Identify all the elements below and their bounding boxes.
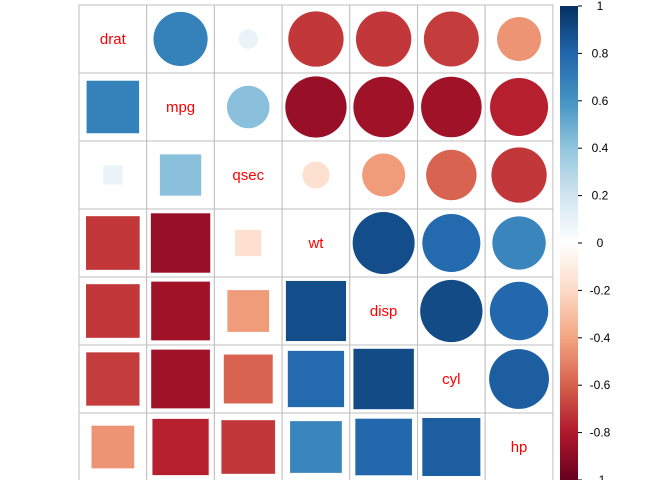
- legend-tick-label: 0.6: [592, 94, 609, 108]
- square-cyl-wt: [287, 350, 345, 408]
- diagonal-label-cyl: cyl: [442, 371, 460, 388]
- circle-mpg-cyl: [421, 76, 482, 138]
- square-mpg-drat: [86, 80, 140, 134]
- diagonal-label-wt: wt: [307, 235, 324, 252]
- square-disp-wt: [285, 280, 346, 342]
- square-hp-wt: [290, 421, 342, 473]
- circle-drat-qsec: [238, 29, 259, 49]
- square-hp-disp: [355, 418, 412, 476]
- circle-mpg-wt: [285, 76, 347, 138]
- circle-disp-hp: [489, 281, 549, 341]
- square-wt-mpg: [150, 213, 211, 273]
- square-hp-mpg: [152, 418, 209, 476]
- legend-tick-label: 0.2: [592, 189, 609, 203]
- circle-qsec-hp: [491, 147, 547, 203]
- square-hp-drat: [91, 425, 135, 469]
- circle-disp-cyl: [420, 279, 483, 343]
- legend-tick-label: -0.2: [590, 283, 611, 297]
- matrix-cells: drat mpg qsec wt disp cyl hp: [78, 4, 554, 480]
- square-wt-qsec: [235, 229, 262, 257]
- square-cyl-mpg: [151, 349, 210, 409]
- square-wt-drat: [86, 216, 140, 270]
- square-disp-mpg: [151, 281, 210, 341]
- circle-drat-cyl: [423, 11, 479, 67]
- square-qsec-mpg: [159, 154, 202, 196]
- cell-hp-hp: [484, 412, 554, 480]
- diagonal-label-disp: disp: [370, 303, 398, 320]
- circle-mpg-hp: [490, 77, 549, 137]
- cell-wt-wt: [281, 208, 351, 278]
- square-disp-qsec: [227, 290, 270, 332]
- circle-mpg-disp: [353, 76, 414, 138]
- legend-tick-label: 0.8: [592, 46, 609, 60]
- circle-wt-disp: [352, 212, 415, 274]
- diagonal-label-drat: drat: [100, 31, 127, 48]
- legend-tick-label: 0: [597, 236, 604, 250]
- square-hp-qsec: [221, 420, 276, 474]
- circle-wt-hp: [492, 216, 546, 270]
- circle-mpg-qsec: [226, 85, 270, 129]
- diagonal-label-mpg: mpg: [166, 99, 195, 116]
- circle-qsec-cyl: [426, 149, 477, 201]
- legend-tick-label: -0.6: [590, 378, 611, 392]
- circle-drat-hp: [497, 16, 542, 62]
- circle-qsec-wt: [302, 161, 330, 189]
- cell-qsec-qsec: [213, 140, 283, 210]
- circle-cyl-hp: [489, 349, 549, 409]
- cell-drat-drat: [78, 4, 148, 74]
- square-cyl-drat: [86, 352, 140, 406]
- color-legend-ticks: 1 0.8 0.6 0.4 0.2 0 -0.2 -0.4 -0.6 -0.8 -1: [578, 0, 611, 480]
- circle-qsec-disp: [362, 153, 406, 197]
- circle-drat-wt: [288, 11, 344, 67]
- legend-tick-label: -1: [595, 473, 606, 480]
- circle-wt-cyl: [422, 213, 481, 273]
- square-cyl-disp: [353, 348, 414, 410]
- square-hp-cyl: [422, 417, 481, 477]
- diagonal-label-qsec: qsec: [232, 167, 264, 184]
- color-legend: 1 0.8 0.6 0.4 0.2 0 -0.2 -0.4 -0.6 -0.8 -1: [560, 0, 611, 480]
- legend-tick-label: 1: [597, 0, 604, 13]
- circle-drat-disp: [355, 11, 412, 67]
- legend-tick-label: 0.4: [592, 141, 609, 155]
- square-qsec-drat: [103, 165, 123, 185]
- legend-tick-label: -0.4: [590, 331, 611, 345]
- square-cyl-qsec: [223, 354, 273, 404]
- legend-tick-label: -0.8: [590, 426, 611, 440]
- square-disp-drat: [86, 284, 140, 338]
- color-legend-bar: [560, 6, 578, 480]
- circle-drat-mpg: [153, 11, 208, 67]
- diagonal-label-hp: hp: [511, 439, 528, 456]
